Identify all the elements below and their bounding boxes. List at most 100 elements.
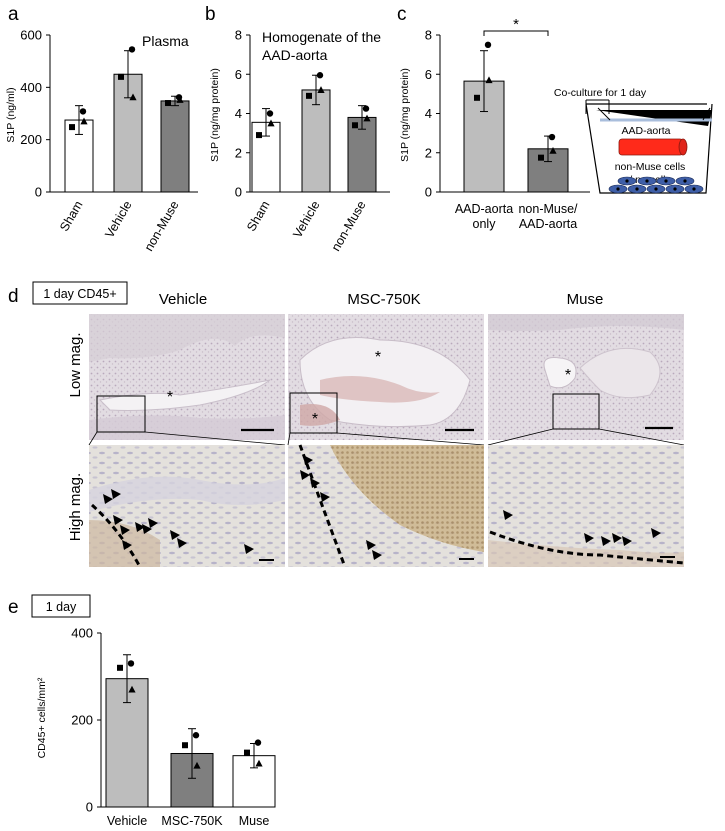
chart-e-tick-label: 400 [71, 626, 93, 641]
chart-b-point [363, 114, 371, 122]
chart-a-category-label: Sham [57, 199, 85, 234]
chart-b-point [306, 92, 312, 99]
histology-col-muse: Muse [567, 291, 604, 308]
chart-c-point [485, 76, 493, 84]
schematic-aorta-label: AAD-aorta [621, 125, 670, 137]
chart-b-category-label: Sham [244, 199, 272, 234]
chart-e-tick-label: 200 [71, 713, 93, 728]
histology-row-high: High mag. [67, 473, 84, 541]
histology-high-vehicle [89, 445, 285, 568]
histology-low-muse: * [488, 314, 684, 440]
panel-letter-d: d [8, 286, 19, 307]
lumen-marker-msc750k-b: * [312, 411, 318, 428]
chart-c-category-label: AAD-aorta [455, 202, 513, 216]
chart-b-point [266, 110, 274, 117]
panel-e-time-box [31, 594, 91, 618]
chart-b-tick-label: 2 [235, 145, 242, 160]
histology-row-low: Low mag. [67, 332, 84, 397]
panel-e-time-label: 1 day [46, 600, 77, 614]
chart-e-category-label: MSC-750K [161, 814, 223, 828]
chart-e-point [244, 749, 250, 756]
chart-b-bar [347, 116, 377, 193]
chart-b-tick-label: 4 [235, 106, 242, 121]
histology-col-msc750k: MSC-750K [347, 291, 420, 308]
cell-nucleus [664, 179, 668, 183]
cultured-cells-icon [608, 176, 704, 194]
chart-a-point [80, 117, 88, 125]
chart-c-significance-star: * [513, 16, 519, 33]
chart-e-point [117, 664, 123, 671]
chart-e-point [128, 685, 136, 693]
schematic-title: Co-culture for 1 day [554, 87, 647, 99]
chart-b-tick-label: 8 [235, 28, 242, 43]
chart-a-tick-label: 600 [20, 28, 42, 43]
chart-plasma-s1p: 0 200 400 600 S1P (ng/ml) Sham Vehicle non-Muse [5, 28, 198, 254]
chart-a-tick-label: 0 [35, 185, 42, 200]
chart-b-point [316, 72, 324, 79]
chart-e-point [192, 732, 200, 739]
chart-b-category-label: Vehicle [290, 198, 322, 240]
aorta-tube-icon [618, 138, 684, 156]
chart-e-point [127, 660, 135, 667]
panel-d-time-label: 1 day CD45+ [43, 287, 116, 301]
lumen-marker-muse: * [565, 367, 571, 384]
chart-c-category-label: AAD-aorta [519, 217, 577, 231]
chart-c-tick-label: 2 [425, 145, 432, 160]
zoom-box-muse [552, 393, 600, 430]
chart-e-category-label: Vehicle [107, 814, 147, 828]
chart-c-point [538, 154, 544, 161]
chart-a-point [118, 73, 124, 80]
schematic-cells-label-1: non-Muse cells [615, 161, 686, 173]
histology-low-msc750k: * * [288, 314, 484, 440]
chart-a-category-label: non-Muse [142, 198, 182, 253]
chart-a-ylabel: S1P (ng/ml) [5, 87, 17, 142]
chart-b-title-line1: Homogenate of the [262, 29, 381, 45]
chart-a-point [128, 46, 136, 53]
cell-nucleus [673, 187, 677, 191]
cell-nucleus [625, 179, 629, 183]
chart-e-tick-label: 0 [86, 800, 93, 815]
chart-c-tick-label: 4 [425, 106, 432, 121]
cell-nucleus [654, 187, 658, 191]
chart-a-point [69, 124, 75, 131]
chart-a-point [129, 93, 137, 101]
histology-high-muse [488, 445, 685, 567]
panel-letter-b: b [205, 4, 216, 25]
chart-b-category-label: non-Muse [329, 198, 369, 253]
chart-e-point [255, 759, 263, 767]
chart-a-point [165, 100, 171, 107]
zoom-box-msc750k [289, 392, 338, 434]
chart-b-point [352, 122, 358, 129]
cell-nucleus [645, 179, 649, 183]
chart-b-point [267, 119, 275, 127]
chart-b-point [317, 86, 325, 93]
chart-c-tick-label: 6 [425, 67, 432, 82]
dotted-boundary-vehicle [91, 503, 142, 568]
histology-high-msc750k [288, 444, 484, 568]
lumen-marker-msc750k-a: * [375, 349, 381, 366]
chart-e-point [193, 761, 201, 769]
chart-e-point [254, 739, 262, 746]
chart-e-point [182, 742, 188, 749]
dotted-boundary-muse [489, 530, 685, 565]
panel-d-time-box [32, 281, 128, 305]
chart-c-significance-bracket [483, 30, 549, 36]
chart-a-point [176, 96, 184, 103]
chart-b-tick-label: 0 [235, 185, 242, 200]
chart-c-point [474, 94, 480, 101]
chart-c-ylabel: S1P (ng/mg protein) [399, 68, 411, 162]
histology-low-vehicle: * [89, 314, 285, 440]
chart-c-category-label: non-Muse/ [518, 202, 578, 216]
chart-cd45-cells: 0 200 400 CD45+ cells/mm² Vehicle MSC-750K Mus… [36, 626, 276, 828]
chart-b-ylabel: S1P (ng/mg protein) [209, 68, 221, 162]
zoom-box-vehicle [96, 395, 146, 433]
chart-b-bar [301, 89, 331, 193]
cell-nucleus [692, 187, 696, 191]
lumen-marker-vehicle: * [167, 389, 173, 406]
panel-letter-a: a [8, 4, 19, 25]
chart-e-category-label: Muse [239, 814, 270, 828]
histology-col-vehicle: Vehicle [159, 291, 207, 308]
chart-a-point [79, 108, 87, 115]
